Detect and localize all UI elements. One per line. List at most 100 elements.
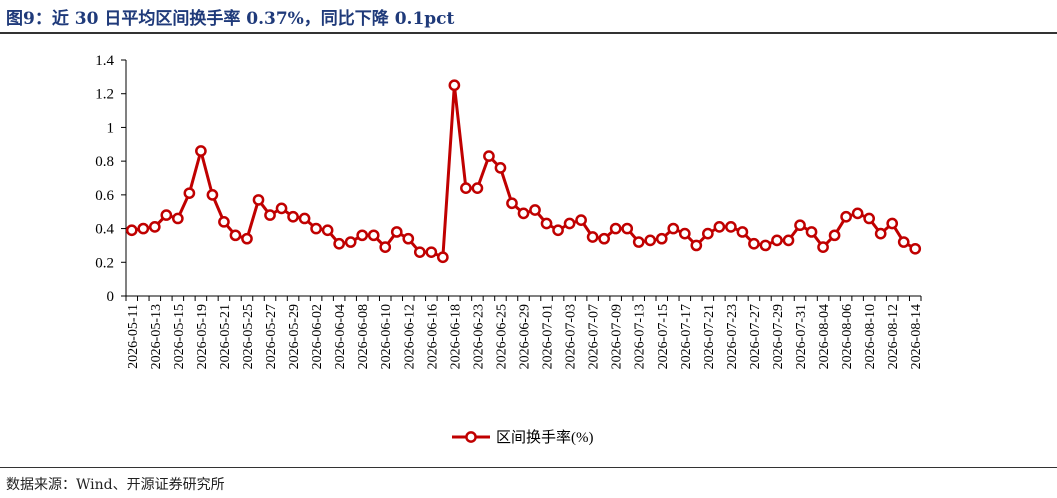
data-point bbox=[160, 209, 173, 221]
x-tick-label: 2026-05-15 bbox=[172, 304, 187, 369]
data-point bbox=[540, 217, 553, 230]
x-tick-label: 2026-07-03 bbox=[564, 304, 579, 369]
data-source: 数据来源：Wind、开源证券研究所 bbox=[6, 477, 225, 493]
data-point bbox=[425, 246, 438, 259]
data-point bbox=[598, 232, 611, 245]
data-point bbox=[644, 234, 657, 247]
data-point bbox=[805, 226, 818, 238]
x-tick-label: 2026-07-31 bbox=[794, 304, 809, 369]
y-tick-label: 0.8 bbox=[95, 154, 114, 170]
data-point bbox=[229, 229, 242, 242]
data-point bbox=[171, 212, 184, 225]
data-point bbox=[828, 229, 841, 242]
data-point bbox=[310, 222, 322, 235]
data-point bbox=[148, 221, 161, 233]
data-point bbox=[909, 242, 922, 255]
data-point bbox=[851, 207, 864, 220]
data-point bbox=[632, 236, 645, 248]
data-point bbox=[379, 241, 392, 253]
title-bar: 图9：近 30 日平均区间换手率 0.37%，同比下降 0.1pct bbox=[0, 0, 1057, 34]
data-point bbox=[137, 222, 150, 235]
x-tick-label: 2026-05-13 bbox=[149, 304, 164, 369]
data-point bbox=[483, 150, 495, 162]
footer-divider bbox=[0, 467, 1057, 468]
x-tick-label: 2026-07-15 bbox=[656, 304, 671, 369]
data-point bbox=[390, 226, 403, 238]
data-point bbox=[771, 234, 783, 247]
data-point bbox=[125, 224, 138, 237]
data-point bbox=[701, 227, 714, 240]
x-tick-label: 2026-05-25 bbox=[241, 304, 256, 369]
data-point bbox=[471, 182, 484, 194]
data-point bbox=[506, 197, 518, 210]
legend-marker bbox=[465, 431, 477, 443]
data-point bbox=[782, 234, 795, 247]
data-point bbox=[840, 210, 852, 223]
y-tick-label: 0.4 bbox=[95, 222, 114, 238]
x-tick-label: 2026-07-29 bbox=[771, 304, 786, 369]
data-point bbox=[402, 232, 415, 245]
x-tick-label: 2026-06-02 bbox=[310, 304, 325, 369]
data-point bbox=[321, 224, 334, 237]
data-point bbox=[886, 217, 899, 230]
data-point bbox=[529, 204, 541, 216]
data-point bbox=[183, 187, 196, 200]
data-point bbox=[655, 232, 668, 245]
data-point bbox=[897, 236, 910, 248]
data-point bbox=[287, 210, 299, 223]
data-point bbox=[241, 232, 253, 245]
data-point bbox=[517, 207, 530, 220]
data-point bbox=[817, 241, 829, 253]
x-tick-label: 2026-08-14 bbox=[909, 304, 924, 369]
x-tick-label: 2026-07-01 bbox=[541, 304, 556, 369]
data-point bbox=[195, 145, 207, 157]
x-tick-label: 2026-06-12 bbox=[402, 304, 417, 369]
x-tick-label: 2026-06-08 bbox=[356, 304, 371, 369]
x-tick-label: 2026-07-21 bbox=[702, 304, 717, 369]
data-point bbox=[218, 215, 230, 228]
data-point bbox=[448, 79, 461, 92]
line-chart: 0 0.2 0.4 0.6 0.8 1 1.2 1.4 2026-05-11 2026-05-13… bbox=[95, 53, 924, 446]
y-tick-label: 1 bbox=[107, 120, 115, 136]
data-point bbox=[436, 251, 449, 264]
x-tick-label: 2026-07-07 bbox=[587, 304, 602, 369]
data-point bbox=[586, 231, 599, 243]
data-point bbox=[713, 221, 726, 233]
data-point bbox=[298, 212, 311, 225]
data-point bbox=[725, 221, 737, 233]
series-line bbox=[131, 83, 916, 259]
figure-title: 图9：近 30 日平均区间换手率 0.37%，同比下降 0.1pct bbox=[6, 9, 455, 29]
data-point bbox=[252, 194, 265, 206]
data-point bbox=[344, 236, 357, 248]
y-tick-label: 1.4 bbox=[95, 53, 114, 69]
x-tick-label: 2026-05-27 bbox=[264, 304, 279, 369]
data-point bbox=[667, 222, 680, 235]
y-tick-label: 1.2 bbox=[95, 87, 114, 103]
data-point bbox=[413, 246, 426, 259]
x-tick-label: 2026-08-04 bbox=[817, 304, 832, 369]
x-tick-label: 2026-06-29 bbox=[518, 304, 533, 369]
data-point bbox=[333, 237, 346, 250]
x-tick-label: 2026-08-12 bbox=[886, 304, 901, 369]
data-point bbox=[460, 182, 472, 194]
legend-label: 区间换手率(%) bbox=[496, 429, 594, 446]
y-tick-label: 0.6 bbox=[95, 188, 114, 204]
data-point bbox=[552, 224, 564, 237]
x-tick-label: 2026-05-29 bbox=[287, 304, 302, 369]
data-point bbox=[748, 237, 760, 250]
x-tick-label: 2026-06-25 bbox=[494, 304, 509, 369]
x-tick-label: 2026-07-17 bbox=[679, 304, 694, 369]
data-point bbox=[206, 189, 219, 201]
x-tick-label: 2026-05-11 bbox=[126, 304, 141, 369]
data-point bbox=[367, 229, 380, 242]
y-tick-label: 0.2 bbox=[95, 255, 114, 271]
x-tick-label: 2026-06-04 bbox=[333, 304, 348, 369]
y-tick-label: 0 bbox=[107, 289, 115, 305]
x-tick-label: 2026-07-27 bbox=[748, 304, 763, 369]
data-point bbox=[563, 217, 576, 230]
x-tick-label: 2026-07-09 bbox=[610, 304, 625, 369]
x-tick-label: 2026-07-13 bbox=[633, 304, 648, 369]
data-point bbox=[575, 214, 587, 226]
data-point bbox=[494, 162, 507, 174]
x-tick-label: 2026-08-06 bbox=[840, 304, 855, 369]
